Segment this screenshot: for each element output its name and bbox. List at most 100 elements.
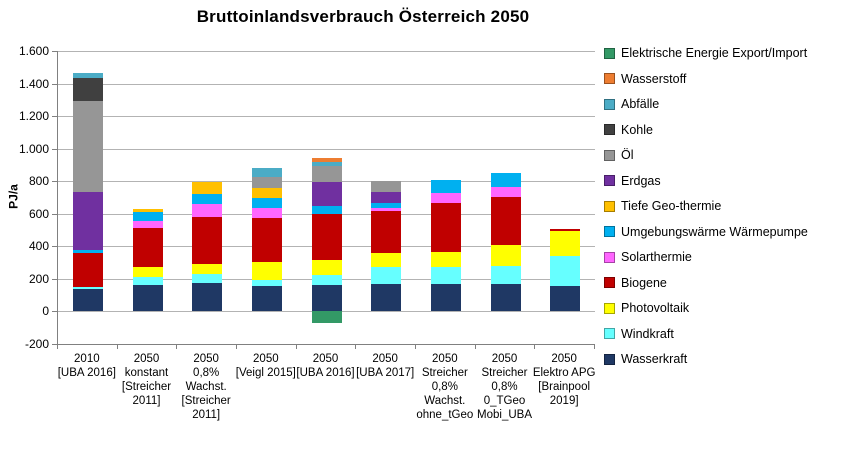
legend-color-swatch — [604, 149, 615, 161]
y-tick-mark — [52, 246, 57, 248]
bar-segment-umgebungsw-rme-w-rmepumpe — [132, 211, 163, 222]
y-tick-mark — [52, 116, 57, 118]
gridline-1600 — [58, 51, 595, 52]
bar-segment-wasserkraft — [430, 283, 461, 312]
bar-segment-abf-lle — [72, 72, 103, 78]
legend-item: Wasserkraft — [604, 352, 808, 366]
legend-color-swatch — [604, 98, 615, 110]
bar-segment-umgebungsw-rme-w-rmepumpe — [430, 180, 461, 194]
x-axis-label: 2050 Elektro APG [Brainpool 2019] — [532, 353, 596, 407]
y-tick-mark — [52, 213, 57, 215]
y-tick-mark — [52, 278, 57, 280]
legend-item-label: Erdgas — [621, 173, 661, 188]
x-axis-label: 2050 [UBA 2016] — [296, 353, 355, 379]
legend-item-label: Wasserkraft — [621, 352, 688, 366]
legend-color-swatch — [604, 175, 615, 186]
bar-segment-windkraft — [72, 287, 103, 289]
bar-segment-photovoltaik — [132, 266, 163, 277]
legend-color-swatch — [604, 47, 615, 59]
y-tick-label: -200 — [24, 337, 49, 351]
bar-segment-tiefe-geo-thermie — [251, 187, 282, 199]
legend-item: Abfälle — [604, 97, 808, 111]
bar-segment-photovoltaik — [192, 263, 223, 274]
bar-segment--l — [72, 101, 103, 192]
x-tick-mark — [57, 345, 58, 349]
gridline-1000 — [58, 148, 595, 150]
y-tick-label: 1.600 — [18, 44, 49, 58]
bar-segment-biogene — [550, 228, 581, 231]
legend-item: Wasserstoff — [604, 72, 808, 86]
y-tick-label: 1.200 — [18, 109, 49, 124]
y-tick-mark — [52, 311, 57, 313]
legend-item: Windkraft — [604, 327, 808, 341]
bar-segment-biogene — [72, 253, 103, 288]
bar-segment-solarthermie — [251, 208, 282, 218]
chart-title: Bruttoinlandsverbrauch Österreich 2050 — [196, 7, 530, 26]
bar-segment-wasserkraft — [490, 283, 521, 312]
legend-item-label: Biogene — [621, 275, 667, 290]
legend: Elektrische Energie Export/Import Wassers… — [604, 46, 808, 378]
bar-segment-windkraft — [550, 256, 581, 286]
legend-item-label: Kohle — [621, 122, 653, 137]
x-tick-mark — [474, 345, 476, 349]
bar-segment-wasserkraft — [371, 284, 402, 312]
legend-item-label: Umgebungswärme Wärmepumpe — [621, 224, 808, 239]
legend-item: Biogene — [604, 276, 808, 290]
x-axis-label: 2050 Streicher 0,8% 0_TGeo Mobi_UBA — [477, 353, 532, 421]
x-axis-label: 2050 Streicher 0,8% Wachst. ohne_tGeo — [416, 353, 474, 421]
legend-color-swatch — [604, 251, 615, 263]
bar-segment-windkraft — [490, 265, 521, 284]
bar-segment-wasserkraft — [192, 282, 223, 312]
bar-segment-biogene — [251, 217, 282, 262]
y-tick-mark — [52, 344, 57, 345]
x-axis-label: 2010 [UBA 2016] — [57, 353, 116, 379]
y-tick-mark — [52, 83, 57, 85]
bar-segment-umgebungsw-rme-w-rmepumpe — [192, 194, 223, 205]
bar-segment-umgebungsw-rme-w-rmepumpe — [490, 173, 521, 187]
bar-segment-photovoltaik — [311, 260, 342, 275]
y-tick-mark — [52, 181, 57, 183]
legend-item-label: Abfälle — [621, 97, 660, 111]
y-tick-label: 0 — [42, 304, 49, 319]
bar-segment-solarthermie — [371, 207, 402, 211]
x-axis-label: 2050 0,8% Wachst. [Streicher 2011] — [181, 353, 231, 421]
legend-color-swatch — [604, 353, 615, 365]
bar-segment-biogene — [371, 210, 402, 254]
legend-color-swatch — [604, 124, 615, 135]
legend-item: Tiefe Geo-thermie — [604, 199, 808, 213]
legend-item: Kohle — [604, 123, 808, 137]
bar-segment-solarthermie — [430, 193, 461, 204]
bar-segment-erdgas — [72, 191, 103, 251]
bar-segment-wasserkraft — [550, 285, 581, 312]
bar-segment-wasserkraft — [132, 284, 163, 312]
bar-segment-umgebungsw-rme-w-rmepumpe — [371, 202, 402, 208]
bar-segment-tiefe-geo-thermie — [192, 181, 223, 195]
bar-segment-umgebungsw-rme-w-rmepumpe — [72, 250, 103, 253]
bar-segment-abf-lle — [311, 161, 342, 166]
bar-segment-windkraft — [430, 266, 461, 284]
x-axis-label: 2050 [Veigl 2015] — [235, 353, 296, 379]
bar-segment-wasserkraft — [251, 285, 282, 312]
bar-segment-umgebungsw-rme-w-rmepumpe — [311, 205, 342, 214]
bar-segment-biogene — [192, 216, 223, 264]
bar-segment-solarthermie — [192, 204, 223, 217]
legend-item-label: Tiefe Geo-thermie — [621, 199, 722, 213]
x-tick-mark — [355, 345, 357, 349]
legend-color-swatch — [604, 226, 615, 237]
bar-segment-windkraft — [251, 280, 282, 286]
bar-segment-elektrische-energie-export-import — [311, 311, 342, 323]
y-tick-mark — [52, 51, 57, 52]
legend-item-label: Photovoltaik — [621, 301, 690, 315]
bar-segment-wasserstoff — [311, 158, 342, 162]
x-tick-mark — [176, 345, 178, 349]
bar-segment-windkraft — [311, 274, 342, 285]
bar-segment-wasserkraft — [72, 288, 103, 312]
legend-item-label: Wasserstoff — [621, 71, 687, 86]
legend-color-swatch — [604, 200, 615, 212]
bar-segment-solarthermie — [132, 221, 163, 229]
bar-segment-photovoltaik — [251, 261, 282, 281]
bar-segment-biogene — [490, 196, 521, 246]
bar-segment-biogene — [311, 213, 342, 261]
y-tick-label: 400 — [28, 239, 49, 254]
